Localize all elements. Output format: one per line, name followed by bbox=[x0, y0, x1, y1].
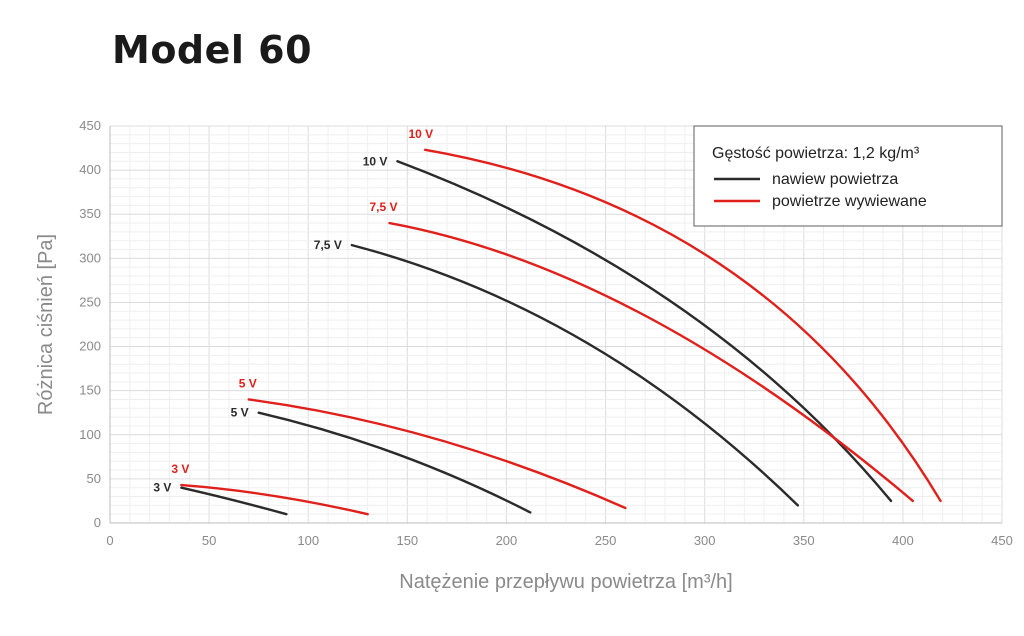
x-tick-label: 300 bbox=[694, 533, 716, 548]
series-group: 3 V 5 V 7,5 V 10 V 3 V 5 V 7,5 V 10 V bbox=[153, 127, 942, 516]
series-label-4: 3 V bbox=[171, 462, 189, 476]
x-tick-label: 400 bbox=[892, 533, 914, 548]
legend-title: Gęstość powietrza: 1,2 kg/m³ bbox=[712, 145, 920, 162]
y-tick-label: 100 bbox=[79, 427, 101, 442]
x-tick-label: 0 bbox=[106, 533, 113, 548]
y-tick-label: 250 bbox=[79, 294, 101, 309]
series-label-7: 10 V bbox=[408, 127, 433, 141]
y-axis-title: Różnica ciśnień [Pa] bbox=[35, 234, 57, 415]
y-tick-label: 50 bbox=[87, 471, 101, 486]
series-label-6: 7,5 V bbox=[369, 200, 397, 214]
x-axis-title: Natężenie przepływu powietrza [m³/h] bbox=[399, 571, 732, 593]
legend-box bbox=[693, 125, 1003, 227]
x-tick-label: 100 bbox=[297, 533, 319, 548]
series-label-3: 10 V bbox=[363, 154, 388, 168]
x-tick-label: 450 bbox=[991, 533, 1013, 548]
y-tick-label: 300 bbox=[79, 250, 101, 265]
x-tick-label: 350 bbox=[793, 533, 815, 548]
y-tick-label: 450 bbox=[79, 118, 101, 133]
series-line-0 bbox=[180, 486, 288, 516]
y-tick-label: 400 bbox=[79, 162, 101, 177]
x-tick-label: 200 bbox=[496, 533, 518, 548]
chart-title: Model 60 bbox=[112, 28, 313, 72]
y-tick-label: 350 bbox=[79, 206, 101, 221]
legend-entry-0: nawiew powietrza bbox=[772, 171, 898, 188]
y-tick-label: 200 bbox=[79, 339, 101, 354]
x-tick-label: 250 bbox=[595, 533, 617, 548]
axes: 0 50 100 150 200 250 300 350 400 450 0 50 100 150 200 2… bbox=[79, 118, 1013, 548]
series-line-5 bbox=[247, 398, 627, 510]
legend-entry-1: powietrze wywiewane bbox=[772, 193, 927, 210]
series-line-2 bbox=[350, 243, 800, 507]
series-label-5: 5 V bbox=[239, 376, 257, 390]
y-tick-label: 0 bbox=[94, 515, 101, 530]
legend: Gęstość powietrza: 1,2 kg/m³ nawiew powie… bbox=[693, 125, 1003, 227]
series-label-0: 3 V bbox=[153, 481, 171, 495]
x-tick-label: 50 bbox=[202, 533, 216, 548]
y-tick-label: 150 bbox=[79, 383, 101, 398]
series-line-6 bbox=[388, 221, 914, 503]
x-tick-label: 150 bbox=[396, 533, 418, 548]
series-line-7 bbox=[423, 148, 942, 503]
series-line-4 bbox=[180, 483, 369, 516]
series-line-1 bbox=[257, 411, 532, 514]
series-label-1: 5 V bbox=[231, 406, 249, 420]
series-label-2: 7,5 V bbox=[314, 238, 342, 252]
